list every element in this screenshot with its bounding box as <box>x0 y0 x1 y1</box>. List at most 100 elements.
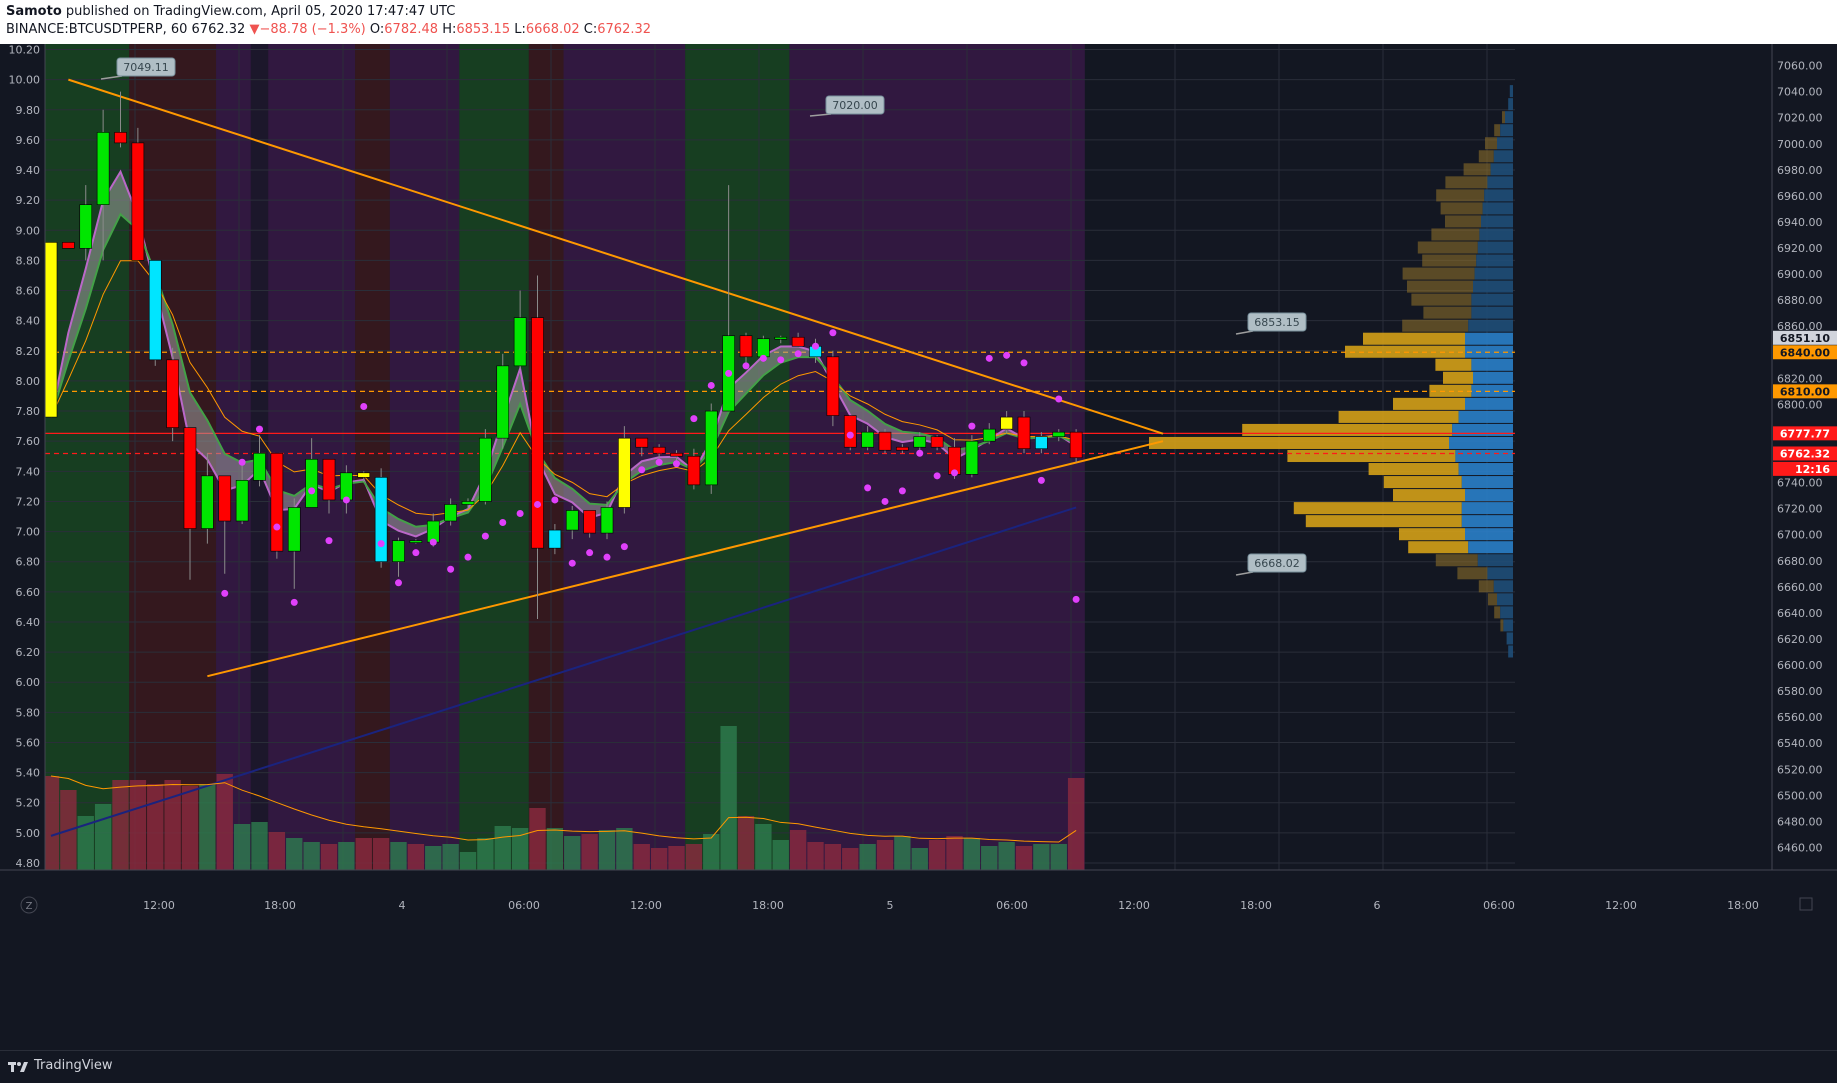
candle-body <box>305 458 318 508</box>
upper-trendline <box>68 78 1164 435</box>
tradingview-logo-icon <box>8 1062 28 1072</box>
left-axis-label: 5.80 <box>16 706 41 719</box>
candle <box>583 510 596 538</box>
candle-body <box>843 415 857 448</box>
candle <box>1000 411 1013 434</box>
callout-label: 7049.11 <box>123 61 169 74</box>
candle-body <box>913 436 927 448</box>
candle <box>1052 429 1066 442</box>
indicator-dot <box>759 354 767 362</box>
volume-bar <box>1067 778 1085 870</box>
candle-body <box>479 437 492 502</box>
indicator-dot <box>916 449 924 457</box>
callout-box <box>116 57 176 77</box>
candle-body <box>496 365 510 439</box>
volume-profile-bar <box>1393 397 1465 410</box>
price-tag: 12:16 <box>1773 461 1837 476</box>
volume-profile-bar <box>1402 319 1469 332</box>
right-axis-label: 6520.00 <box>1777 763 1823 776</box>
right-axis-label: 6640.00 <box>1777 607 1823 620</box>
candle-body <box>1017 416 1031 450</box>
volume-profile-bar <box>1476 254 1513 267</box>
volume-bar <box>355 838 372 870</box>
indicator-dot <box>898 487 906 495</box>
left-axis-label: 5.60 <box>16 736 41 749</box>
volume-bar <box>94 804 112 870</box>
settings-icon <box>1799 897 1813 911</box>
price-callout: 6668.02 <box>1235 553 1307 576</box>
volume-profile-bar <box>1449 436 1513 449</box>
volume-profile-bar <box>1471 384 1513 397</box>
volume-bar <box>42 776 60 870</box>
publish-info: published on TradingView.com, April 05, … <box>65 4 456 19</box>
indicator-dot <box>238 458 246 466</box>
volume-bar <box>546 828 564 870</box>
volume-profile-bar <box>1500 124 1513 137</box>
candle-body <box>565 510 579 531</box>
candle-body <box>774 336 788 340</box>
open-label: O: <box>369 22 385 37</box>
candle-body <box>287 507 301 552</box>
candle-body <box>1035 436 1048 450</box>
price-chart[interactable]: 7049.11 7020.00 6853.15 6668.02 10.20 10.00 9.… <box>0 44 1837 1050</box>
time-axis-label: 06:00 <box>996 899 1028 912</box>
left-axis-label: 8.20 <box>16 345 41 358</box>
candle <box>600 501 614 540</box>
left-axis-label: 9.40 <box>16 164 41 177</box>
callout-label: 6668.02 <box>1254 557 1300 570</box>
candle-body <box>930 436 944 448</box>
high-value: 6853.15 <box>456 22 511 37</box>
down-arrow-icon: ▼ <box>249 22 260 37</box>
right-axis-label: 6980.00 <box>1777 164 1823 177</box>
price-tag-label: 6840.00 <box>1780 346 1830 359</box>
candle <box>618 426 631 514</box>
volume-profile-bar <box>1482 202 1513 215</box>
volume-profile-bar <box>1445 176 1488 189</box>
left-axis-label: 8.40 <box>16 315 41 328</box>
volume-bar <box>164 780 181 870</box>
volume-bar <box>737 816 755 870</box>
volume-profile-bar <box>1471 306 1513 319</box>
left-axis-label: 5.20 <box>16 797 41 810</box>
author-name[interactable]: Samoto <box>6 4 62 19</box>
candle <box>1035 432 1048 454</box>
volume-bar <box>616 828 633 870</box>
left-axis-label: 6.40 <box>16 616 41 629</box>
volume-profile-bar <box>1458 410 1513 423</box>
volume-bar <box>77 816 94 870</box>
candle <box>704 403 718 494</box>
callout-pointer <box>100 75 123 80</box>
candle <box>218 475 232 574</box>
volume-profile-bar <box>1506 632 1513 645</box>
left-axis-label: 5.40 <box>16 767 41 780</box>
left-axis-label: 7.80 <box>16 405 41 418</box>
left-axis-panel <box>0 44 45 870</box>
price-tag-bg <box>1773 384 1837 399</box>
volume-profile-bar <box>1508 98 1513 111</box>
candle <box>565 505 579 540</box>
volume-profile-bar <box>1508 645 1513 658</box>
candle-body <box>131 142 145 261</box>
time-axis-label: 12:00 <box>1605 899 1637 912</box>
right-axis-label: 6620.00 <box>1777 633 1823 646</box>
volume-bar <box>181 786 199 870</box>
left-axis-label: 9.20 <box>16 194 41 207</box>
timezone-button[interactable]: Z <box>20 896 38 914</box>
volume-profile-bar <box>1468 541 1513 554</box>
lower-trendline <box>207 440 1164 678</box>
volume-profile-bar <box>1497 137 1513 150</box>
volume-bar <box>720 726 737 870</box>
right-axis-label: 6940.00 <box>1777 216 1823 229</box>
settings-button[interactable] <box>1799 897 1813 911</box>
indicator-dot <box>655 458 663 466</box>
right-axis-label: 6680.00 <box>1777 555 1823 568</box>
left-axis-label: 7.00 <box>16 526 41 539</box>
volume-bar <box>425 846 442 870</box>
time-axis-label: 18:00 <box>752 899 784 912</box>
candle-body <box>357 472 371 478</box>
indicator-dot <box>516 509 524 517</box>
candle-body <box>618 437 631 508</box>
volume-bar <box>372 838 390 870</box>
volume-bar <box>668 846 685 870</box>
brand-name[interactable]: TradingView <box>34 1058 113 1073</box>
